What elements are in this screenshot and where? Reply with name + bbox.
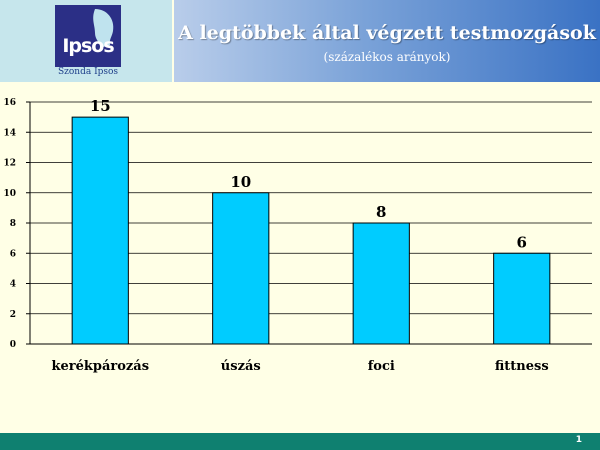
y-tick-label: 4 (10, 280, 16, 290)
logo-head-icon (93, 9, 114, 47)
bar (71, 116, 129, 345)
bar-chart: 0 2 4 6 8 10 12 14 16 15 kerékpározás 10 úszás 8 foci 6… (3, 97, 592, 374)
logo-wordmark: Ipsos (62, 35, 114, 57)
page-title: A legtöbbek által végzett testmozgások (178, 22, 596, 44)
data-label: 15 (90, 97, 111, 115)
data-label: 10 (230, 173, 251, 191)
y-tick-label: 0 (10, 340, 16, 350)
y-tick-label: 8 (10, 219, 16, 229)
logo-subtext: Szonda Ipsos (57, 67, 119, 77)
y-tick-label: 2 (10, 310, 16, 320)
page-number: 1 (575, 435, 582, 445)
x-category-label: úszás (221, 359, 261, 374)
bar (352, 222, 410, 345)
bar (493, 252, 551, 345)
y-tick-label: 6 (10, 249, 16, 259)
logo-panel: Ipsos Szonda Ipsos (0, 0, 172, 82)
y-tick-label: 10 (3, 189, 16, 199)
ipsos-logo: Ipsos (55, 5, 121, 67)
data-label: 8 (376, 203, 386, 221)
x-category-label: foci (368, 359, 395, 374)
title-panel: A legtöbbek által végzett testmozgások (… (174, 0, 600, 82)
bar (212, 192, 270, 345)
page-subtitle: (százalékos arányok) (323, 50, 451, 64)
y-tick-label: 12 (3, 159, 16, 169)
data-label: 6 (517, 233, 527, 251)
y-tick-label: 16 (3, 98, 16, 108)
footer-bar: 1 (0, 433, 600, 450)
x-category-label: fittness (495, 359, 549, 374)
x-category-label: kerékpározás (51, 359, 149, 374)
y-tick-label: 14 (3, 128, 16, 138)
